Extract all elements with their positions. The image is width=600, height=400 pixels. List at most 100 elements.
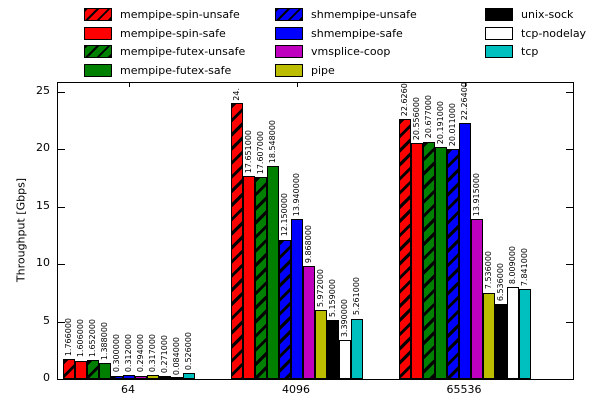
legend-item-mempipe-futex-safe: mempipe-futex-safe	[84, 63, 232, 77]
bar-value-label: 20.677000	[424, 95, 433, 139]
bar-vmsplice-coop-65536	[471, 219, 483, 379]
legend-swatch-tcp	[485, 45, 513, 58]
bar-value-label: 20.556000	[412, 96, 421, 141]
bar-mempipe-spin-safe-64	[75, 360, 87, 379]
y-tick-mark	[566, 206, 573, 208]
bar-value-label: 0.300000	[112, 334, 121, 373]
legend-label-unix-sock: unix-sock	[521, 8, 574, 21]
bar-value-label: 3.390000	[340, 298, 349, 338]
y-tick-mark	[566, 264, 573, 266]
legend-item-mempipe-spin-unsafe: mempipe-spin-unsafe	[84, 8, 240, 21]
bar-unix-sock-4096	[327, 319, 339, 379]
bar-shmempipe-unsafe-64	[111, 375, 123, 379]
bar-value-label: 0.312000	[124, 334, 133, 373]
x-tick-label: 65536	[446, 383, 482, 396]
legend-label-vmsplice-coop: vmsplice-coop	[311, 45, 391, 58]
legend-item-mempipe-spin-safe: mempipe-spin-safe	[84, 26, 226, 40]
legend-item-mempipe-futex-unsafe: mempipe-futex-unsafe	[84, 45, 245, 58]
bar-mempipe-futex-unsafe-4096	[255, 176, 267, 379]
legend-label-shmempipe-safe: shmempipe-safe	[311, 26, 403, 40]
bar-pipe-65536	[483, 292, 495, 379]
y-tick-mark	[58, 149, 65, 151]
bar-unix-sock-64	[159, 375, 171, 379]
bar-value-label: 13.915000	[472, 173, 481, 217]
legend-swatch-mempipe-spin-safe	[84, 26, 112, 40]
bar-mempipe-spin-safe-4096	[243, 176, 255, 379]
bar-value-label: 1.606000	[76, 319, 85, 358]
bar-tcp-64	[183, 372, 195, 379]
legend-label-pipe: pipe	[311, 63, 335, 77]
y-tick-mark	[58, 264, 65, 266]
bar-unix-sock-65536	[495, 303, 507, 379]
y-tick-label: 20	[36, 141, 50, 155]
bar-value-label: 1.388000	[100, 321, 109, 361]
legend-swatch-mempipe-spin-unsafe	[84, 8, 112, 21]
bar-mempipe-spin-safe-65536	[411, 143, 423, 379]
bar-mempipe-futex-safe-4096	[267, 166, 279, 379]
legend-label-mempipe-spin-unsafe: mempipe-spin-unsafe	[120, 8, 240, 21]
bar-vmsplice-coop-64	[135, 375, 147, 379]
legend-swatch-vmsplice-coop	[275, 45, 303, 58]
bar-mempipe-futex-unsafe-65536	[423, 141, 435, 379]
bar-value-label: 13.940000	[292, 172, 301, 216]
bar-value-label: 12.150000	[280, 193, 289, 237]
bar-value-label: 20.191000	[436, 100, 445, 145]
legend-swatch-shmempipe-safe	[275, 26, 303, 40]
legend-swatch-mempipe-futex-safe	[84, 63, 112, 77]
legend-swatch-mempipe-futex-unsafe	[84, 45, 112, 58]
legend-item-tcp-nodelay: tcp-nodelay	[485, 26, 587, 40]
legend-label-mempipe-futex-unsafe: mempipe-futex-unsafe	[120, 45, 246, 58]
legend-swatch-unix-sock	[485, 8, 513, 21]
bar-value-label: 0.526000	[184, 331, 193, 370]
x-tick-mark	[465, 83, 466, 87]
x-tick-mark	[129, 83, 130, 87]
y-tick-label: 15	[36, 198, 50, 212]
y-tick-label: 5	[43, 313, 50, 327]
bar-value-label: 8.009000	[508, 245, 517, 285]
bar-vmsplice-coop-4096	[303, 265, 315, 379]
bar-shmempipe-unsafe-4096	[279, 239, 291, 379]
legend-swatch-pipe	[275, 63, 303, 77]
legend-item-unix-sock: unix-sock	[485, 8, 573, 21]
bar-mempipe-spin-unsafe-4096	[231, 103, 243, 379]
x-tick-mark	[297, 83, 298, 87]
bar-value-label: 1.652000	[88, 318, 97, 358]
bar-tcp-65536	[519, 289, 531, 379]
legend-item-vmsplice-coop: vmsplice-coop	[275, 45, 390, 58]
x-tick-label: 4096	[282, 383, 310, 396]
legend-item-tcp: tcp	[485, 45, 538, 58]
bar-value-label: 1.766000	[64, 317, 73, 356]
bar-shmempipe-safe-65536	[459, 123, 471, 379]
x-tick-label: 64	[121, 383, 135, 396]
bar-mempipe-futex-unsafe-64	[87, 360, 99, 379]
y-tick-mark	[58, 92, 65, 93]
bar-mempipe-spin-unsafe-64	[63, 358, 75, 379]
y-tick-label: 25	[36, 84, 50, 97]
bar-shmempipe-safe-4096	[291, 218, 303, 379]
bar-value-label: 0.084000	[172, 336, 181, 376]
plot-area: 1.766000 1.606000 1.652000 1.388000 0.300000…	[57, 82, 574, 380]
bar-pipe-64	[147, 375, 159, 379]
y-tick-mark	[58, 321, 65, 323]
bar-shmempipe-safe-64	[123, 375, 135, 379]
bar-shmempipe-unsafe-65536	[447, 149, 459, 379]
bar-value-label: 17.651000	[244, 130, 253, 174]
bar-value-label: 5.159000	[328, 278, 337, 317]
legend-label-tcp-nodelay: tcp-nodelay	[521, 26, 587, 40]
legend-item-pipe: pipe	[275, 63, 335, 77]
bar-value-label: 17.607000	[256, 130, 265, 174]
bar-pipe-4096	[315, 310, 327, 379]
bar-value-label: 5.261000	[352, 277, 361, 316]
y-tick-mark	[566, 92, 573, 93]
legend-label-shmempipe-unsafe: shmempipe-unsafe	[311, 8, 417, 21]
legend-label-mempipe-futex-safe: mempipe-futex-safe	[120, 63, 232, 77]
bar-value-label: 5.972000	[316, 269, 325, 308]
bar-value-label: 0.317000	[148, 334, 157, 373]
bar-value-label: 24.	[232, 87, 241, 101]
legend-item-shmempipe-unsafe: shmempipe-unsafe	[275, 8, 417, 21]
bar-value-label: 18.548000	[268, 119, 277, 164]
bar-tcp-4096	[351, 318, 363, 379]
y-tick-label: 10	[36, 256, 50, 270]
y-tick-label: 0	[43, 371, 50, 384]
bar-value-label: 0.294000	[136, 334, 145, 373]
